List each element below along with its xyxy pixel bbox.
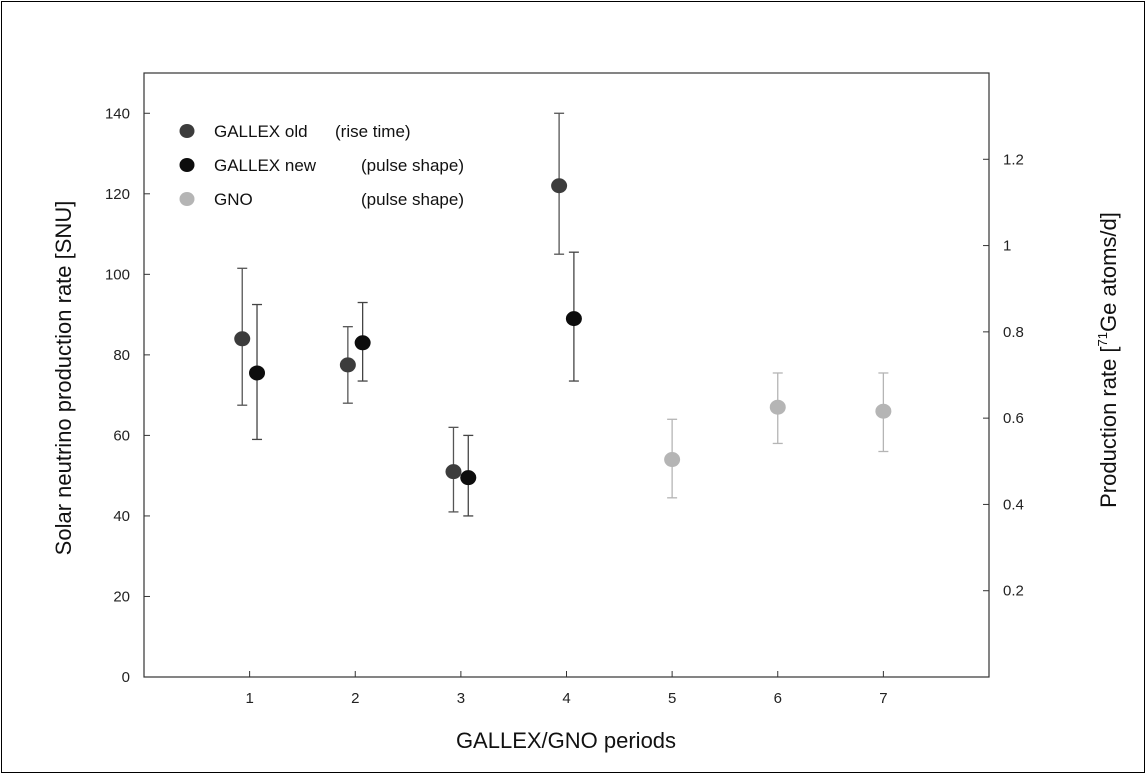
y-axis-title: Solar neutrino production rate [SNU] [51, 201, 76, 556]
x-tick-label: 6 [774, 690, 782, 707]
right-y-axis-title-post: Ge atoms/d] [1096, 212, 1121, 332]
y-tick-label: 40 [113, 508, 130, 525]
y2-tick-label: 0.2 [1003, 583, 1024, 600]
y-tick-label: 60 [113, 427, 130, 444]
legend-method-gallex-old: (rise time) [335, 122, 411, 141]
x-tick-label: 7 [879, 690, 887, 707]
y-tick-label: 20 [113, 588, 130, 605]
legend-marker-gallex-new [179, 158, 195, 172]
right-y-axis-title-pre: Production rate [ [1096, 346, 1121, 507]
y-tick-label: 120 [105, 186, 130, 203]
legend-label-gallex-old: GALLEX old [214, 122, 308, 141]
gno-point [875, 403, 892, 419]
x-axis-title: GALLEX/GNO periods [456, 728, 676, 753]
gallex-old-point [234, 331, 251, 347]
gallex-new-point [460, 470, 477, 486]
y2-tick-label: 0.6 [1003, 410, 1024, 427]
gno-point [769, 399, 786, 415]
x-tick-label: 1 [245, 690, 253, 707]
x-tick-label: 4 [562, 690, 570, 707]
gallex-new-point [354, 335, 371, 351]
y-tick-label: 80 [113, 347, 130, 364]
right-y-axis-title-sup: 71 [1095, 332, 1110, 346]
y-tick-label: 100 [105, 266, 130, 283]
y2-tick-label: 1.2 [1003, 151, 1024, 168]
y-tick-label: 0 [122, 669, 130, 686]
y-tick-label: 140 [105, 105, 130, 122]
y2-tick-label: 0.4 [1003, 496, 1024, 513]
gno-point [664, 452, 681, 468]
legend-method-gallex-new: (pulse shape) [361, 156, 464, 175]
right-y-axis-title: Production rate [71Ge atoms/d] [1095, 212, 1121, 508]
legend-method-gno: (pulse shape) [361, 190, 464, 209]
x-tick-label: 2 [351, 690, 359, 707]
legend-label-gno: GNO [214, 190, 253, 209]
y2-tick-label: 1 [1003, 238, 1011, 255]
x-tick-label: 3 [457, 690, 465, 707]
gallex-old-point [339, 357, 356, 373]
gallex-new-point [565, 311, 582, 327]
x-tick-label: 5 [668, 690, 676, 707]
legend-label-gallex-new: GALLEX new [214, 156, 317, 175]
gallex-old-point [551, 178, 568, 194]
gallex-new-point [249, 365, 266, 381]
legend-marker-gallex-old [179, 124, 195, 138]
legend-marker-gno [179, 192, 195, 206]
gallex-old-point [445, 464, 462, 480]
y2-tick-label: 0.8 [1003, 324, 1024, 341]
